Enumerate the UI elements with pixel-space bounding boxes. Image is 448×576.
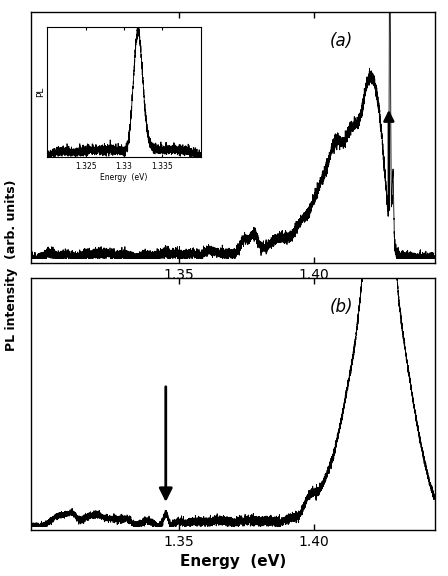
- Text: (b): (b): [330, 298, 353, 316]
- Text: (a): (a): [330, 32, 353, 50]
- X-axis label: Energy  (eV): Energy (eV): [180, 554, 286, 569]
- Text: PL intensity  (arb. units): PL intensity (arb. units): [4, 179, 18, 351]
